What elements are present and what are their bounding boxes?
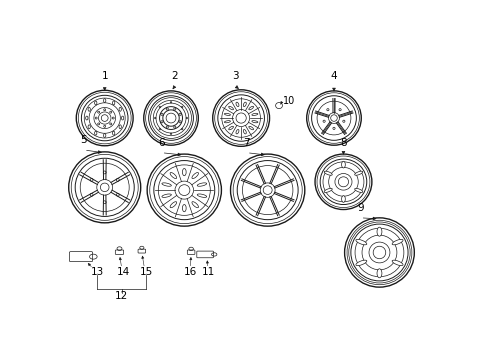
Text: 6: 6 [158, 138, 164, 148]
Ellipse shape [162, 194, 171, 197]
Ellipse shape [243, 130, 246, 134]
Ellipse shape [376, 227, 381, 236]
Ellipse shape [391, 260, 402, 266]
Ellipse shape [248, 106, 253, 110]
Text: 10: 10 [282, 96, 294, 107]
Text: 8: 8 [340, 138, 346, 148]
Ellipse shape [224, 121, 230, 123]
Ellipse shape [182, 204, 186, 212]
Text: 2: 2 [171, 71, 178, 81]
Ellipse shape [228, 126, 233, 130]
Ellipse shape [236, 130, 239, 134]
Ellipse shape [197, 183, 206, 186]
Ellipse shape [324, 171, 331, 175]
Text: 7: 7 [243, 138, 250, 148]
Ellipse shape [354, 171, 362, 175]
Text: 1: 1 [101, 71, 108, 81]
Ellipse shape [376, 269, 381, 278]
Ellipse shape [324, 188, 331, 193]
Text: 4: 4 [330, 71, 337, 81]
Ellipse shape [170, 172, 176, 179]
Text: 3: 3 [232, 71, 238, 81]
Ellipse shape [341, 196, 345, 202]
Ellipse shape [192, 202, 198, 208]
Text: 16: 16 [183, 267, 196, 277]
Text: 5: 5 [81, 135, 87, 145]
Ellipse shape [355, 239, 366, 245]
Ellipse shape [236, 102, 239, 107]
Ellipse shape [162, 183, 171, 186]
Ellipse shape [248, 126, 253, 130]
Ellipse shape [192, 172, 198, 179]
Ellipse shape [251, 121, 257, 123]
Ellipse shape [228, 106, 233, 110]
Ellipse shape [251, 113, 257, 116]
Ellipse shape [182, 168, 186, 176]
Ellipse shape [354, 188, 362, 193]
Ellipse shape [355, 260, 366, 266]
Text: 12: 12 [115, 291, 128, 301]
Text: 9: 9 [356, 203, 363, 213]
Ellipse shape [391, 239, 402, 245]
Ellipse shape [197, 194, 206, 197]
Ellipse shape [170, 202, 176, 208]
Ellipse shape [243, 102, 246, 107]
Ellipse shape [224, 113, 230, 116]
Text: 11: 11 [202, 267, 215, 277]
Text: 14: 14 [117, 267, 130, 277]
Ellipse shape [341, 161, 345, 168]
Text: 13: 13 [90, 267, 103, 277]
Text: 15: 15 [140, 267, 153, 277]
